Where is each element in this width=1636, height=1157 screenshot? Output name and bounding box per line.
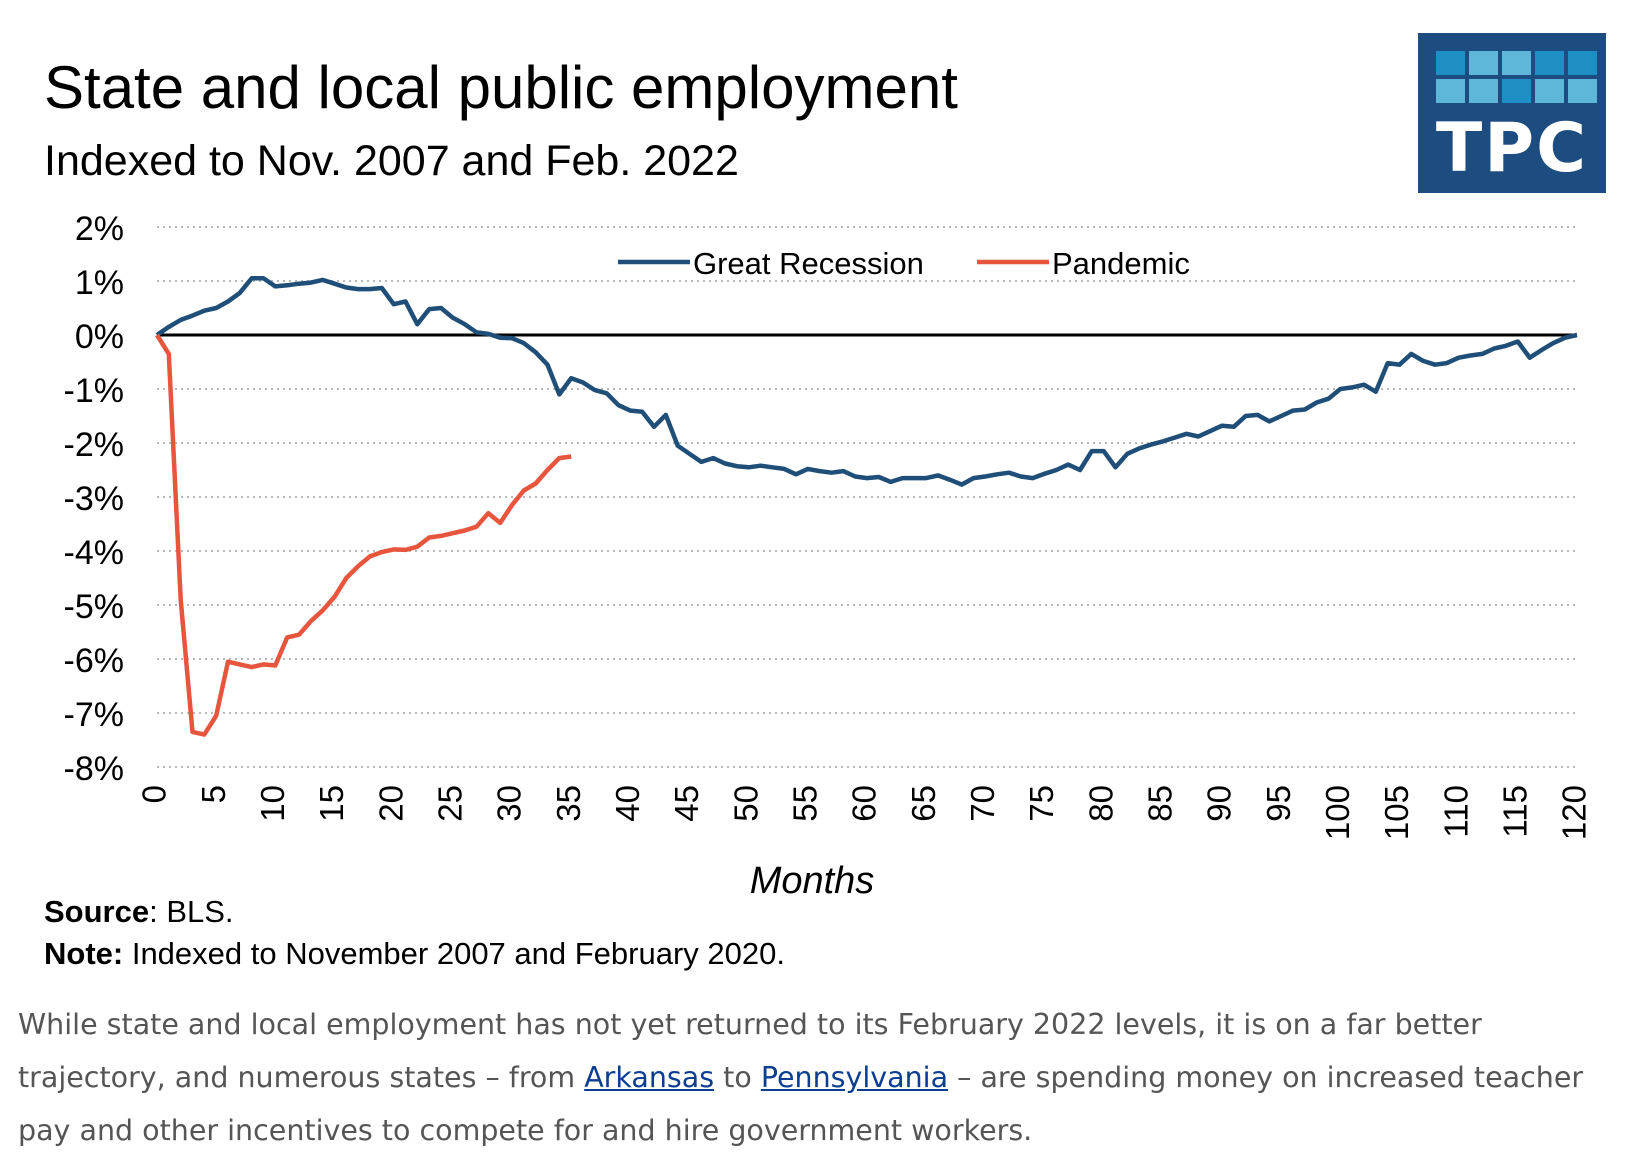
x-tick-label: 20 — [372, 785, 409, 822]
line-chart: 2% 1% 0% -1% -2% -3% -4% -5% -6% -7% -8% 0 5 10 15 20 2… — [64, 210, 1593, 902]
x-tick-label: 40 — [609, 785, 646, 822]
y-tick-label: -1% — [64, 372, 124, 410]
x-tick-label: 95 — [1260, 785, 1297, 822]
note-line: Note: Indexed to November 2007 and Febru… — [44, 934, 785, 974]
legend-label: Pandemic — [1052, 246, 1190, 281]
x-tick-label: 60 — [846, 785, 883, 822]
y-tick-label: 1% — [75, 264, 124, 302]
note-label: Note: — [44, 936, 124, 971]
x-tick-label: 15 — [313, 785, 350, 822]
arkansas-link[interactable]: Arkansas — [584, 1061, 715, 1094]
legend-label: Great Recession — [693, 246, 924, 281]
pennsylvania-link[interactable]: Pennsylvania — [760, 1061, 949, 1094]
x-tick-label: 30 — [491, 785, 528, 822]
y-tick-label: -8% — [64, 750, 124, 788]
y-tick-label: -3% — [64, 480, 124, 518]
source-text: : BLS. — [149, 894, 234, 929]
chart-title: State and local public employment — [44, 54, 958, 121]
x-tick-label: 85 — [1142, 785, 1179, 822]
series-line — [155, 333, 572, 737]
source-label: Source — [44, 894, 150, 929]
x-tick-label: 75 — [1023, 785, 1060, 822]
body-paragraph: While state and local employment has not… — [18, 998, 1618, 1157]
x-tick-label: 0 — [136, 785, 173, 803]
x-tick-label: 70 — [964, 785, 1001, 822]
legend: Great Recession Pandemic — [618, 246, 1190, 281]
x-tick-label: 50 — [727, 785, 764, 822]
y-tick-label: -4% — [64, 534, 124, 572]
source-line: Source: BLS. — [44, 892, 234, 932]
paragraph-text-after: – are spending money on increased teache… — [18, 1061, 1584, 1147]
x-tick-label: 65 — [905, 785, 942, 822]
x-tick-label: 10 — [254, 785, 291, 822]
series-line — [155, 276, 1578, 487]
y-tick-label: -2% — [64, 426, 124, 464]
x-tick-label: 5 — [195, 785, 232, 803]
series-lines — [155, 276, 1578, 737]
y-tick-label: -7% — [64, 696, 124, 734]
logo-grid-icon — [1436, 51, 1597, 103]
x-tick-label: 120 — [1556, 785, 1593, 840]
chart-subtitle: Indexed to Nov. 2007 and Feb. 2022 — [44, 137, 739, 185]
note-text: Indexed to November 2007 and February 20… — [123, 936, 785, 971]
x-tick-label: 80 — [1082, 785, 1119, 822]
x-tick-label: 25 — [432, 785, 469, 822]
y-tick-label: 2% — [75, 210, 124, 248]
y-axis-ticks: 2% 1% 0% -1% -2% -3% -4% -5% -6% -7% -8% — [64, 210, 124, 788]
x-axis-label: Months — [750, 860, 875, 902]
x-tick-label: 115 — [1497, 785, 1534, 838]
x-tick-label: 45 — [668, 785, 705, 822]
x-axis-ticks: 0 5 10 15 20 25 30 35 40 45 50 55 60 65 70 75 80 85 90 95 10… — [136, 785, 1593, 840]
y-tick-label: 0% — [75, 318, 124, 356]
tpc-logo[interactable]: TPC — [1418, 33, 1606, 193]
y-tick-label: -5% — [64, 588, 124, 626]
x-tick-label: 90 — [1201, 785, 1238, 822]
paragraph-text-middle: to — [714, 1061, 761, 1094]
gridlines — [157, 226, 1577, 768]
x-tick-label: 35 — [550, 785, 587, 822]
y-tick-label: -6% — [64, 642, 124, 680]
logo-text: TPC — [1435, 109, 1589, 188]
paragraph-text-before: While state and local employment has not… — [18, 1008, 1482, 1094]
x-tick-label: 100 — [1319, 785, 1356, 840]
x-tick-label: 55 — [787, 785, 824, 822]
x-tick-label: 110 — [1437, 785, 1474, 838]
x-tick-label: 105 — [1378, 785, 1415, 840]
